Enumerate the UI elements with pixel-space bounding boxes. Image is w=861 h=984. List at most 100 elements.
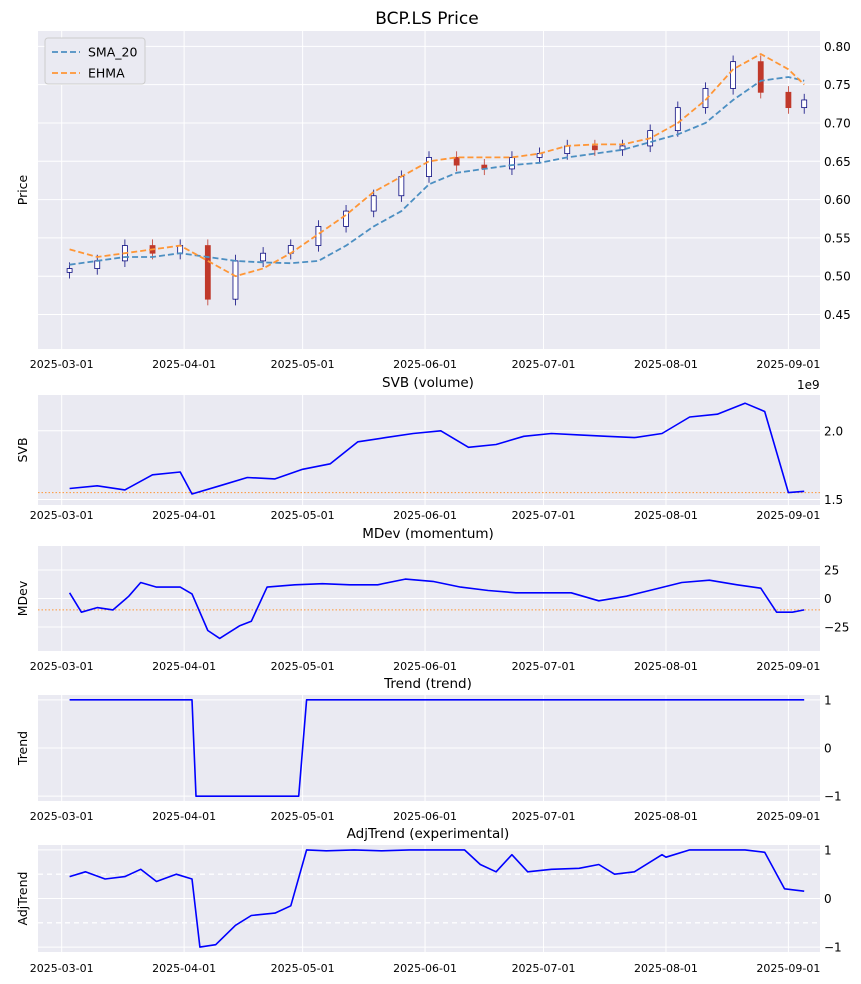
x-tick-label: 2025-05-01 [271,962,335,975]
candle-body [204,245,211,300]
plot-area [38,395,820,505]
candle-body [591,145,598,151]
y-tick-label: −1 [824,941,842,955]
y-tick-label: 0 [824,742,832,756]
x-tick-label: 2025-09-01 [756,509,820,522]
candle-body [674,107,681,132]
y-axis-label: Price [15,174,30,205]
x-tick-label: 2025-07-01 [512,810,576,823]
x-tick-label: 2025-06-01 [393,358,457,371]
candle-body [260,252,267,262]
y-tick-label: 1.5 [824,493,843,507]
x-tick-label: 2025-07-01 [512,962,576,975]
x-tick-label: 2025-05-01 [271,660,335,673]
candle-body [398,176,405,197]
x-tick-label: 2025-03-01 [30,660,94,673]
x-tick-label: 2025-09-01 [756,660,820,673]
y-tick-label: 0.75 [824,78,851,92]
x-tick-label: 2025-09-01 [756,358,820,371]
candle-body [343,210,349,227]
candle-body [370,195,377,212]
x-tick-label: 2025-07-01 [512,358,576,371]
x-tick-label: 2025-09-01 [756,810,820,823]
candle-body [619,145,626,151]
y-tick-label: 2.0 [824,424,843,438]
x-tick-label: 2025-04-01 [152,660,216,673]
series-line [69,849,805,948]
ehma-line [69,52,805,278]
x-tick-label: 2025-08-01 [634,660,698,673]
panel-title: SVB (volume) [382,375,474,391]
x-tick-label: 2025-03-01 [30,810,94,823]
y-tick-label: −25 [824,621,849,635]
x-tick-label: 2025-05-01 [271,358,335,371]
y-tick-label: 0 [824,592,832,606]
figure-title: BCP.LS Price [375,9,478,29]
plot-area [38,31,820,349]
x-tick-label: 2025-08-01 [634,509,698,522]
x-tick-label: 2025-05-01 [271,810,335,823]
y-tick-label: 0.50 [824,270,851,284]
x-tick-label: 2025-03-01 [30,509,94,522]
panel-1: 2025-03-01 2025-04-01 2025-05-01 2025-06-01… [15,31,851,371]
x-tick-label: 2025-04-01 [152,509,216,522]
panel-title: Trend (trend) [383,676,472,692]
panel-4: 2025-03-01 2025-04-01 2025-05-01 2025-06-01… [15,676,842,823]
x-tick-label: 2025-07-01 [512,660,576,673]
x-tick-label: 2025-04-01 [152,962,216,975]
x-tick-label: 2025-06-01 [393,962,457,975]
candle-body [757,61,764,93]
y-tick-label: 0.45 [824,308,851,322]
candle-body [801,99,808,109]
candle-body [509,157,515,170]
panel-title: AdjTrend (experimental) [347,826,510,842]
x-tick-label: 2025-03-01 [30,358,94,371]
sma-20-line [69,76,805,266]
series-line [69,402,805,495]
x-tick-label: 2025-07-01 [512,509,576,522]
x-tick-label: 2025-03-01 [30,962,94,975]
candle-body [66,268,73,273]
x-tick-label: 2025-08-01 [634,810,698,823]
y-axis-label: AdjTrend [15,872,30,926]
legend-entry: EHMA [88,66,125,81]
y-axis-label: SVB [15,437,30,462]
y-tick-label: 0 [824,892,832,906]
candle-body [785,91,792,109]
x-tick-label: 2025-06-01 [393,509,457,522]
x-tick-label: 2025-06-01 [393,660,457,673]
y-tick-label: 0.65 [824,155,851,169]
candle-body [453,157,460,166]
y-tick-label: 1 [824,843,832,857]
x-tick-label: 2025-04-01 [152,810,216,823]
candle-body [94,260,101,269]
y-axis-label: MDev [15,580,30,616]
y-tick-label: 0.60 [824,193,851,207]
panel-2: 2025-03-01 2025-04-01 2025-05-01 2025-06-01… [15,375,843,522]
y-tick-label: 25 [824,563,839,577]
x-tick-label: 2025-05-01 [271,509,335,522]
x-tick-label: 2025-08-01 [634,962,698,975]
x-tick-label: 2025-08-01 [634,358,698,371]
candle-body [426,157,432,177]
candle-body [730,61,737,89]
series-line [69,699,805,797]
y-axis-label: Trend [15,731,30,766]
legend-entry: SMA_20 [88,45,137,60]
scale-label: 1e9 [797,378,820,392]
series-line [68,578,805,640]
x-tick-label: 2025-09-01 [756,962,820,975]
panel-5: 2025-03-01 2025-04-01 2025-05-01 2025-06-01… [15,826,842,975]
x-tick-label: 2025-06-01 [393,810,457,823]
panel-title: MDev (momentum) [362,526,494,542]
y-tick-label: 0.55 [824,231,851,245]
y-tick-label: 1 [824,693,832,707]
legend: SMA_20 EHMA [44,37,146,85]
y-tick-label: 0.80 [824,40,851,54]
x-tick-label: 2025-04-01 [152,358,216,371]
candle-body [232,260,239,300]
y-tick-label: 0.70 [824,116,851,130]
y-tick-label: −1 [824,790,842,804]
